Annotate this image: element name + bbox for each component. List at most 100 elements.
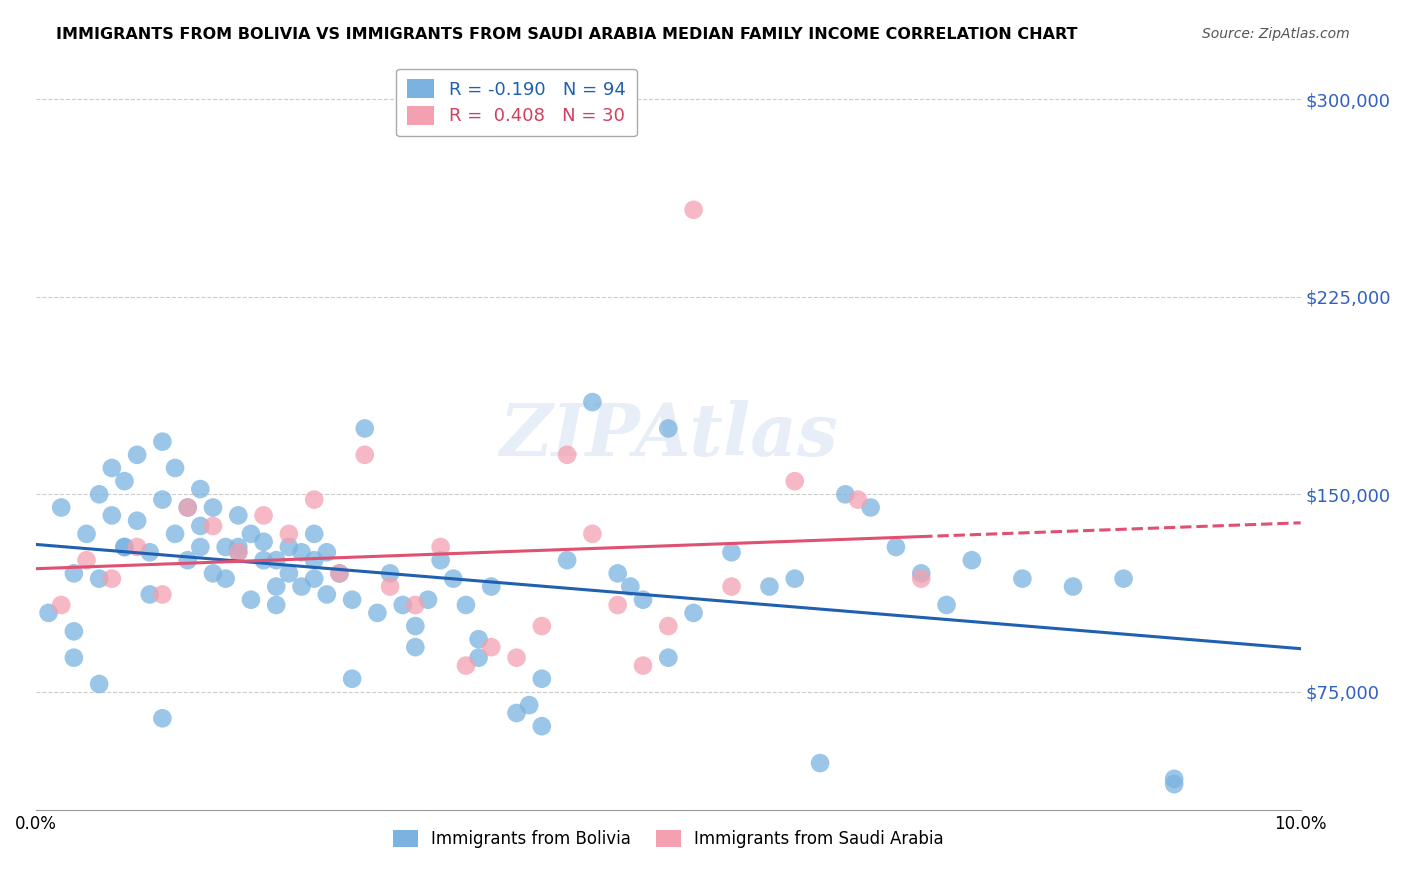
Point	[846, 492, 869, 507]
Point	[910, 572, 932, 586]
Point	[1163, 772, 1185, 786]
Point	[152, 587, 174, 601]
Point	[366, 606, 388, 620]
Point	[378, 580, 401, 594]
Point	[290, 545, 312, 559]
Text: ZIPAtlas: ZIPAtlas	[499, 400, 838, 471]
Point	[467, 632, 489, 647]
Point	[720, 545, 742, 559]
Point	[239, 592, 262, 607]
Point	[63, 624, 86, 639]
Point	[454, 598, 477, 612]
Point	[619, 580, 641, 594]
Point	[226, 508, 249, 523]
Point	[315, 587, 337, 601]
Point	[479, 580, 502, 594]
Point	[188, 540, 211, 554]
Point	[530, 719, 553, 733]
Point	[165, 461, 187, 475]
Point	[555, 553, 578, 567]
Point	[127, 448, 149, 462]
Point	[252, 534, 274, 549]
Point	[188, 482, 211, 496]
Point	[152, 492, 174, 507]
Point	[214, 540, 236, 554]
Point	[378, 566, 401, 581]
Point	[657, 421, 679, 435]
Legend: Immigrants from Bolivia, Immigrants from Saudi Arabia: Immigrants from Bolivia, Immigrants from…	[387, 823, 950, 855]
Point	[214, 572, 236, 586]
Point	[429, 540, 451, 554]
Point	[165, 526, 187, 541]
Point	[201, 500, 224, 515]
Point	[340, 672, 363, 686]
Point	[89, 572, 111, 586]
Point	[467, 650, 489, 665]
Point	[302, 553, 325, 567]
Point	[76, 553, 98, 567]
Point	[808, 756, 831, 770]
Point	[404, 598, 426, 612]
Point	[429, 553, 451, 567]
Point	[935, 598, 957, 612]
Point	[328, 566, 350, 581]
Point	[479, 640, 502, 654]
Point	[127, 540, 149, 554]
Point	[51, 598, 73, 612]
Point	[302, 526, 325, 541]
Point	[101, 508, 124, 523]
Point	[302, 492, 325, 507]
Point	[340, 592, 363, 607]
Point	[960, 553, 983, 567]
Text: IMMIGRANTS FROM BOLIVIA VS IMMIGRANTS FROM SAUDI ARABIA MEDIAN FAMILY INCOME COR: IMMIGRANTS FROM BOLIVIA VS IMMIGRANTS FR…	[56, 27, 1078, 42]
Point	[277, 526, 299, 541]
Point	[290, 580, 312, 594]
Point	[1062, 580, 1084, 594]
Point	[101, 461, 124, 475]
Point	[177, 553, 200, 567]
Point	[657, 650, 679, 665]
Point	[884, 540, 907, 554]
Point	[239, 526, 262, 541]
Point	[177, 500, 200, 515]
Point	[758, 580, 780, 594]
Point	[114, 540, 136, 554]
Point	[226, 545, 249, 559]
Point	[127, 514, 149, 528]
Point	[114, 540, 136, 554]
Point	[277, 566, 299, 581]
Point	[1011, 572, 1033, 586]
Point	[505, 706, 527, 720]
Point	[657, 619, 679, 633]
Point	[720, 580, 742, 594]
Point	[302, 572, 325, 586]
Point	[89, 487, 111, 501]
Point	[606, 598, 628, 612]
Point	[226, 540, 249, 554]
Point	[606, 566, 628, 581]
Point	[139, 587, 162, 601]
Point	[63, 566, 86, 581]
Point	[139, 545, 162, 559]
Point	[910, 566, 932, 581]
Point	[177, 500, 200, 515]
Point	[859, 500, 882, 515]
Point	[264, 580, 287, 594]
Point	[517, 698, 540, 712]
Point	[114, 474, 136, 488]
Point	[264, 598, 287, 612]
Point	[631, 658, 654, 673]
Point	[530, 672, 553, 686]
Point	[416, 592, 439, 607]
Point	[101, 572, 124, 586]
Point	[1112, 572, 1135, 586]
Point	[441, 572, 464, 586]
Point	[264, 553, 287, 567]
Point	[391, 598, 413, 612]
Point	[252, 553, 274, 567]
Point	[404, 619, 426, 633]
Text: Source: ZipAtlas.com: Source: ZipAtlas.com	[1202, 27, 1350, 41]
Point	[631, 592, 654, 607]
Point	[51, 500, 73, 515]
Point	[353, 448, 375, 462]
